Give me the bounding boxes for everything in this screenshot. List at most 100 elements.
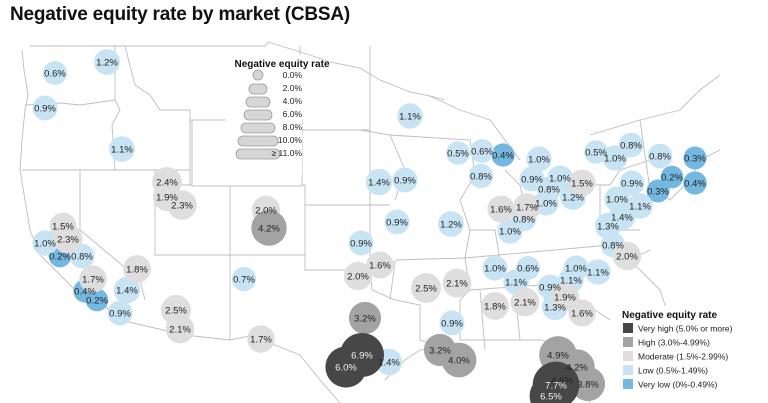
market-label: 0.6% <box>517 264 539 275</box>
size-legend-swatch-6 <box>243 109 273 121</box>
market-label: 4.9% <box>547 351 569 362</box>
market-label: 1.0% <box>484 264 506 275</box>
market-label: 0.8% <box>602 241 624 252</box>
market-label: 1.6% <box>490 205 512 216</box>
market-label: 2.1% <box>446 279 468 290</box>
market-label: 4.0% <box>448 356 470 367</box>
market-label: 1.0% <box>604 154 626 165</box>
size-legend-swatch-10 <box>237 135 279 147</box>
market-label: 0.9% <box>109 309 131 320</box>
market-label: 0.9% <box>394 176 416 187</box>
size-legend-label: 0.0% <box>283 70 303 80</box>
market-bubble <box>365 168 393 196</box>
market-label: 2.1% <box>169 325 191 336</box>
market-label: 4.6% <box>551 376 573 387</box>
market-bubble <box>366 251 394 279</box>
market-label: 0.3% <box>647 187 669 198</box>
size-legend-label: 6.0% <box>283 109 303 119</box>
market-bubble <box>231 266 257 292</box>
market-label: 1.0% <box>565 264 587 275</box>
market-bubble <box>94 49 120 75</box>
market-label: 1.3% <box>597 222 619 233</box>
color-legend-label: Moderate (1.5%-2.99%) <box>638 352 728 362</box>
market-label: 1.4% <box>368 178 390 189</box>
market-bubble <box>646 179 670 203</box>
market-bubble <box>167 190 197 220</box>
market-bubble <box>397 103 423 129</box>
market-label: 0.2% <box>49 252 71 263</box>
market-label: 3.8% <box>577 380 599 391</box>
market-label: 0.7% <box>233 275 255 286</box>
market-bubble <box>446 141 470 165</box>
market-bubble <box>513 193 541 221</box>
market-bubble <box>53 224 83 254</box>
market-bubble <box>43 61 67 85</box>
market-label: 1.2% <box>96 58 118 69</box>
market-label: 0.5% <box>585 148 607 159</box>
market-bubble <box>442 268 472 298</box>
market-bubble <box>491 143 515 167</box>
market-label: 0.6% <box>44 69 66 80</box>
market-bubble <box>107 300 133 326</box>
market-label: 1.7% <box>250 335 272 346</box>
market-label: 2.5% <box>415 284 437 295</box>
market-bubble <box>619 170 645 196</box>
market-bubble <box>438 211 464 237</box>
color-legend-swatch <box>623 337 633 347</box>
market-bubble <box>519 166 545 192</box>
market-bubble <box>585 259 611 285</box>
market-label: 0.4% <box>684 179 706 190</box>
size-legend-swatch-0 <box>252 69 264 81</box>
color-legend-label: Very high (5.0% or more) <box>638 324 733 334</box>
market-label: 0.8% <box>649 152 671 163</box>
market-label: 1.4% <box>378 358 400 369</box>
market-label: 4.2% <box>258 224 280 235</box>
market-bubble <box>32 95 58 121</box>
market-bubble <box>384 209 410 235</box>
market-bubble <box>647 143 673 169</box>
size-legend-label: 4.0% <box>283 96 303 106</box>
market-label: 0.8% <box>620 141 642 152</box>
market-bubble <box>660 165 684 189</box>
market-label: 0.8% <box>470 172 492 183</box>
market-bubble <box>608 203 636 231</box>
market-bubble <box>683 146 707 170</box>
market-bubble <box>109 136 135 162</box>
color-legend-label: Low (0.5%-1.49%) <box>638 366 708 376</box>
market-label: 0.9% <box>621 179 643 190</box>
market-label: 0.9% <box>539 283 561 294</box>
market-label: 1.4% <box>116 286 138 297</box>
market-label: 0.9% <box>521 175 543 186</box>
market-bubble <box>481 292 509 320</box>
market-label: 1.9% <box>554 293 576 304</box>
market-label: 0.6% <box>471 147 493 158</box>
market-bubble <box>348 230 374 256</box>
market-label: 2.0% <box>616 252 638 263</box>
color-legend-label: Very low (0%-0.49%) <box>638 380 718 390</box>
market-label: 1.6% <box>571 309 593 320</box>
market-label: 0.9% <box>350 239 372 250</box>
size-legend-swatch-4 <box>245 96 271 108</box>
color-legend-title: Negative equity rate <box>622 310 717 321</box>
market-label: 4.2% <box>566 363 588 374</box>
market-label: 3.2% <box>429 346 451 357</box>
market-label: 1.7% <box>516 203 538 214</box>
color-legend-swatch <box>623 323 633 333</box>
size-legend-swatch-11 <box>235 148 281 160</box>
color-legend-swatch <box>623 379 633 389</box>
market-label: 1.1% <box>505 278 527 289</box>
market-label: 6.9% <box>351 351 373 362</box>
market-label: 7.7% <box>545 381 567 392</box>
map-title: Negative equity rate by market (CBSA) <box>10 4 350 25</box>
market-label: 1.1% <box>560 276 582 287</box>
market-bubble <box>612 241 642 271</box>
market-label: 1.1% <box>587 268 609 279</box>
market-label: 1.8% <box>126 265 148 276</box>
market-bubble <box>526 146 552 172</box>
market-bubble <box>247 325 275 353</box>
market-label: 1.0% <box>535 199 557 210</box>
market-label: 1.0% <box>34 239 56 250</box>
size-legend-label: 8.0% <box>283 122 303 132</box>
market-label: 1.9% <box>156 193 178 204</box>
market-bubble <box>439 310 465 336</box>
